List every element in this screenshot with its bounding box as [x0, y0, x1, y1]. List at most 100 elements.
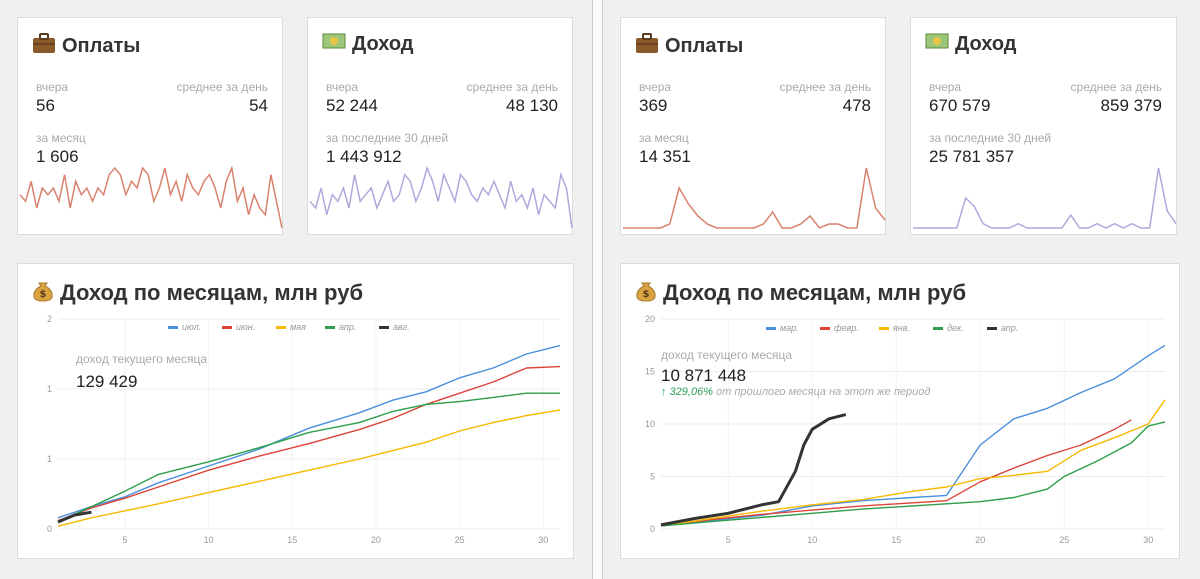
current-month-label: доход текущего месяца: [76, 352, 208, 366]
legend-swatch: [879, 327, 889, 330]
growth-percent: ↑ 329,06%: [661, 386, 713, 398]
payments-title: Оплаты: [635, 32, 743, 60]
x-tick-label: 25: [1059, 535, 1069, 545]
monthly-income-chart: 0 5 10 15 20 5 10 15 20 25 30 мар. февр. янв. дек. апр.: [645, 314, 1166, 545]
x-tick-label: 20: [371, 535, 381, 545]
dashboard-left: Оплаты вчера 56 среднее за день 54 за ме…: [0, 0, 592, 579]
growth-indicator: ↑ 329,06% от прошлого месяца на этот же …: [661, 386, 930, 398]
y-tick-label: 1: [47, 454, 52, 464]
payments-card: Оплаты вчера 369 среднее за день 478 за …: [620, 17, 886, 235]
yesterday-value: 52 244: [326, 96, 378, 115]
monthly-income-title: $ Доход по месяцам, млн руб: [32, 278, 363, 308]
series-line: [57, 344, 561, 519]
avg-value: 478: [842, 96, 871, 115]
money-icon: [322, 32, 346, 56]
series-line: [57, 365, 561, 522]
money-bag-icon: $: [32, 278, 54, 308]
legend-label: мар.: [780, 323, 799, 333]
avg-value: 54: [249, 96, 268, 115]
yesterday-label: вчера: [929, 80, 962, 94]
yesterday-value: 670 579: [929, 96, 991, 115]
monthly-income-title: $ Доход по месяцам, млн руб: [635, 278, 966, 308]
series-line: [660, 413, 847, 527]
legend-swatch: [766, 327, 776, 330]
money-bag-icon: $: [635, 278, 657, 308]
x-tick-label: 10: [807, 535, 817, 545]
legend-swatch: [325, 326, 335, 329]
month-label: за месяц: [639, 131, 689, 145]
y-tick-label: 0: [47, 524, 52, 534]
legend-label: апр.: [339, 322, 356, 332]
yesterday-value: 56: [36, 96, 55, 115]
briefcase-icon: [635, 32, 659, 60]
legend-swatch: [987, 327, 997, 330]
panel-divider: [592, 0, 603, 579]
avg-value: 48 130: [506, 96, 558, 115]
x-tick-label: 30: [1143, 535, 1153, 545]
income-sparkline: [913, 167, 1177, 229]
x-tick-label: 30: [538, 535, 548, 545]
sparkline-series: [309, 165, 573, 229]
series-line: [660, 419, 1132, 527]
y-tick-label: 15: [645, 367, 655, 377]
series-line: [57, 510, 92, 524]
briefcase-icon: [32, 32, 56, 60]
legend-label: авг.: [393, 322, 410, 332]
yesterday-label: вчера: [36, 80, 69, 94]
current-month-label: доход текущего месяца: [661, 348, 793, 362]
series-line: [660, 421, 1166, 527]
y-tick-label: 5: [650, 472, 655, 482]
y-tick-label: 1: [47, 384, 52, 394]
legend-swatch: [379, 326, 389, 329]
income-card: Доход вчера 52 244 среднее за день 48 13…: [307, 17, 573, 235]
series-line: [57, 392, 560, 523]
growth-text: от прошлого месяца на этот же период: [716, 386, 931, 398]
avg-label: среднее за день: [1070, 80, 1162, 94]
x-tick-label: 20: [975, 535, 985, 545]
x-tick-label: 5: [122, 535, 127, 545]
current-month-value: 129 429: [76, 372, 138, 391]
income-title: Доход: [925, 32, 1016, 56]
legend-label: февр.: [834, 323, 859, 333]
yesterday-label: вчера: [326, 80, 359, 94]
legend-label: дек.: [947, 323, 964, 333]
month-value: 25 781 357: [929, 147, 1015, 166]
legend-label: июл.: [182, 322, 201, 332]
legend-swatch: [276, 326, 286, 329]
sparkline-series: [913, 167, 1177, 229]
avg-label: среднее за день: [466, 80, 558, 94]
income-sparkline: [309, 165, 573, 229]
month-label: за последние 30 дней: [326, 131, 449, 145]
series-line: [660, 399, 1166, 527]
payments-title: Оплаты: [32, 32, 140, 60]
legend-label: апр.: [1001, 323, 1018, 333]
month-label: за месяц: [36, 131, 86, 145]
legend-label: янв.: [892, 323, 910, 333]
avg-label: среднее за день: [779, 80, 871, 94]
month-value: 1 606: [36, 147, 79, 166]
payments-sparkline: [19, 165, 283, 229]
y-tick-label: 10: [645, 419, 655, 429]
current-month-value: 10 871 448: [661, 366, 747, 385]
yesterday-label: вчера: [639, 80, 672, 94]
svg-text:$: $: [40, 289, 47, 300]
money-icon: [925, 32, 949, 56]
monthly-income-card: 0 1 1 2 5 10 15 20 25 30 июл. июн. мая апр. авг. $ Дох…: [17, 263, 574, 559]
y-tick-label: 2: [47, 314, 52, 324]
income-title: Доход: [322, 32, 413, 56]
sparkline-series: [19, 165, 283, 229]
income-card: Доход вчера 670 579 среднее за день 859 …: [910, 17, 1177, 235]
month-label: за последние 30 дней: [929, 131, 1052, 145]
legend-swatch: [933, 327, 943, 330]
avg-value: 859 379: [1100, 96, 1162, 115]
sparkline-series: [623, 167, 886, 229]
y-tick-label: 0: [650, 524, 655, 534]
payments-card: Оплаты вчера 56 среднее за день 54 за ме…: [17, 17, 283, 235]
legend-swatch: [820, 327, 830, 330]
x-tick-label: 5: [726, 535, 731, 545]
legend-label: июн.: [236, 322, 255, 332]
svg-text:$: $: [643, 289, 650, 300]
legend-swatch: [222, 326, 232, 329]
yesterday-value: 369: [639, 96, 668, 115]
